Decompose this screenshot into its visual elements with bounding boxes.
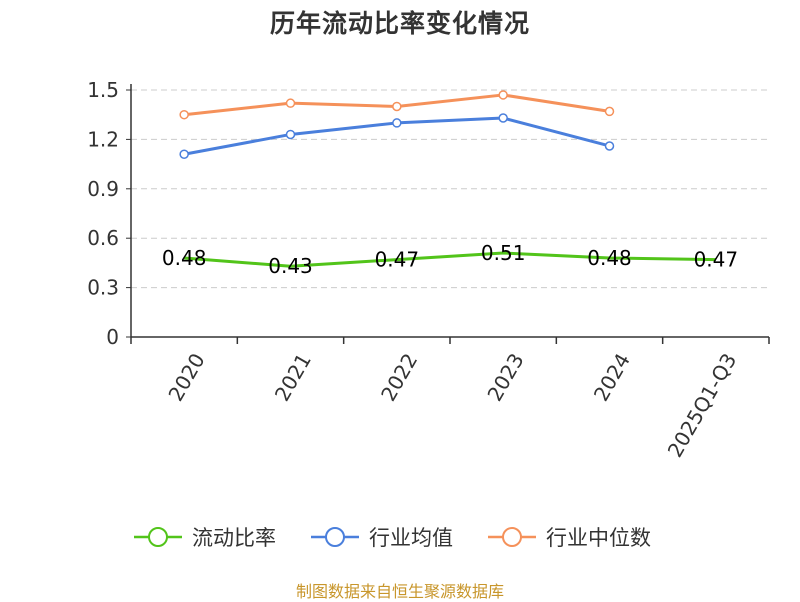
data-point [604, 141, 615, 151]
data-point [179, 149, 189, 159]
data-point [498, 90, 508, 100]
data-label: 0.48 [162, 246, 207, 270]
y-tick-label: 1.2 [87, 127, 119, 151]
legend-marker [325, 527, 345, 547]
x-tick-label: 2021 [270, 349, 316, 405]
data-label: 0.47 [375, 248, 420, 272]
data-point [179, 109, 189, 120]
data-point [392, 118, 402, 128]
legend-label: 行业中位数 [546, 526, 651, 550]
legend-marker [502, 527, 522, 547]
x-tick-label: 2025Q1-Q3 [663, 349, 742, 461]
x-tick-label: 2022 [376, 349, 422, 405]
data-source-note: 制图数据来自恒生聚源数据库 [295, 582, 504, 601]
legend-marker [148, 527, 168, 547]
chart-title: 历年流动比率变化情况 [269, 9, 530, 38]
x-tick-label: 2020 [163, 349, 209, 405]
y-tick-label: 0.6 [87, 226, 119, 250]
data-point [392, 101, 402, 112]
y-tick-label: 1.5 [87, 78, 119, 102]
data-point [285, 129, 296, 140]
legend-label: 行业均值 [369, 526, 453, 550]
data-label: 0.51 [481, 241, 526, 265]
legend-label: 流动比率 [192, 526, 276, 550]
series-line [184, 251, 716, 268]
data-label: 0.47 [694, 248, 739, 272]
data-point [604, 106, 615, 117]
data-label: 0.48 [587, 246, 632, 270]
y-tick-label: 0.9 [87, 177, 119, 201]
x-tick-label: 2024 [589, 349, 635, 405]
data-point [498, 113, 508, 123]
y-tick-label: 0.3 [87, 276, 119, 300]
x-tick-label: 2023 [482, 349, 528, 405]
y-tick-label: 0 [106, 325, 119, 349]
data-point [285, 98, 296, 108]
data-label: 0.43 [268, 254, 313, 278]
